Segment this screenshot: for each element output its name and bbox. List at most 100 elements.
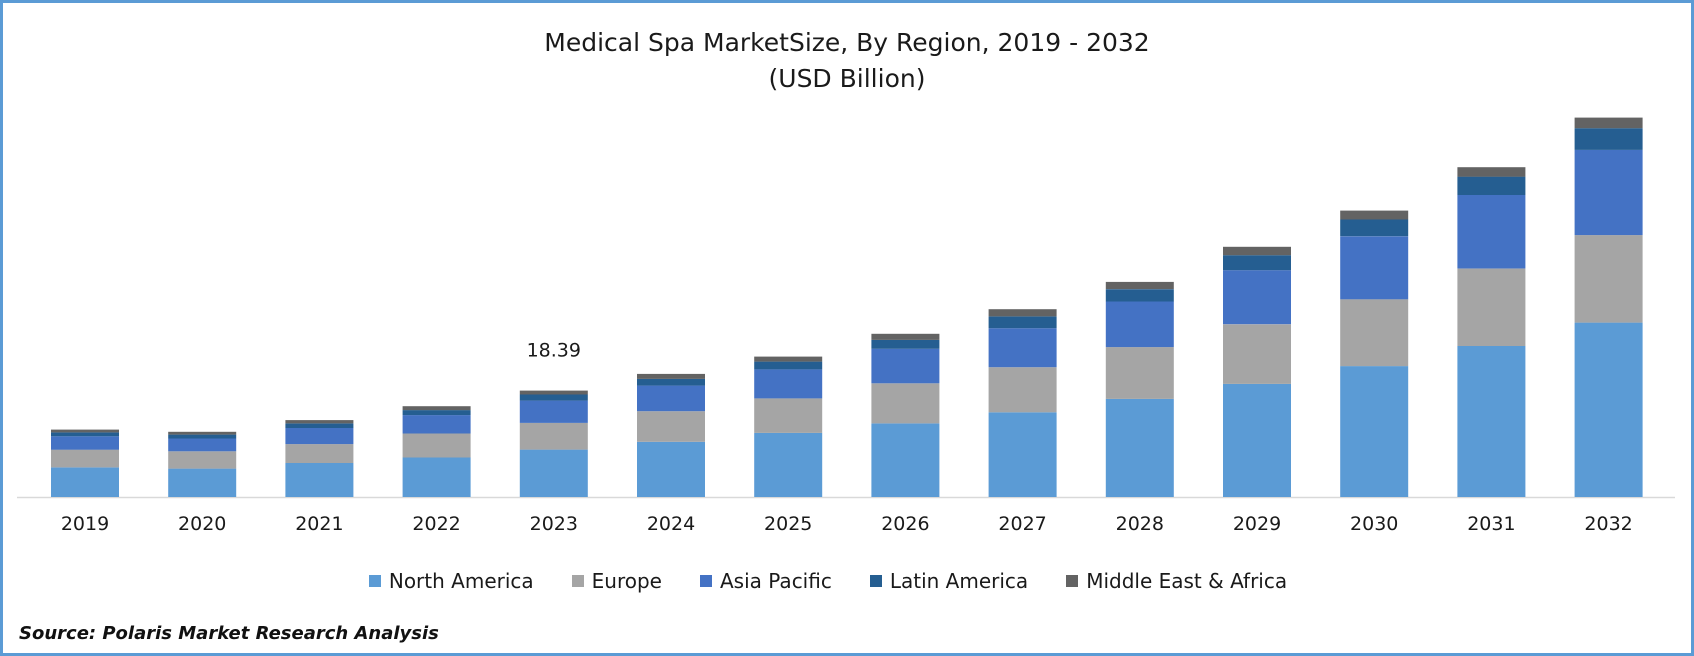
bar-segment-north-america-2032 bbox=[1574, 322, 1643, 497]
x-tick-label-2019: 2019 bbox=[61, 513, 109, 535]
bar-segment-middle-east-africa-2020 bbox=[168, 431, 237, 435]
x-tick-label-2029: 2029 bbox=[1233, 513, 1281, 535]
bar-segment-asia-pacific-2020 bbox=[168, 438, 237, 452]
bar-segment-asia-pacific-2031 bbox=[1457, 195, 1526, 269]
bar-segment-latin-america-2029 bbox=[1223, 255, 1291, 271]
bar-segment-asia-pacific-2021 bbox=[285, 427, 354, 445]
bar-segment-latin-america-2023 bbox=[519, 394, 588, 401]
bar-segment-middle-east-africa-2026 bbox=[871, 333, 940, 340]
bar-segment-asia-pacific-2022 bbox=[402, 415, 471, 434]
bar-segment-north-america-2022 bbox=[402, 457, 471, 497]
data-label-2023: 18.39 bbox=[527, 340, 581, 362]
bar-segment-middle-east-africa-2031 bbox=[1457, 167, 1526, 177]
bar-segment-north-america-2025 bbox=[754, 432, 823, 497]
bar-segment-middle-east-africa-2030 bbox=[1340, 210, 1409, 220]
bar-segment-europe-2030 bbox=[1340, 299, 1409, 367]
x-tick-label-2021: 2021 bbox=[295, 513, 343, 535]
bar-segment-latin-america-2019 bbox=[51, 432, 119, 437]
chart-subtitle: (USD Billion) bbox=[768, 64, 926, 93]
bar-segment-latin-america-2031 bbox=[1457, 176, 1526, 195]
bar-segment-europe-2032 bbox=[1574, 235, 1643, 323]
bar-segment-europe-2021 bbox=[285, 444, 354, 463]
bar-segment-europe-2026 bbox=[871, 383, 940, 424]
x-tick-label-2031: 2031 bbox=[1467, 513, 1515, 535]
bar-segment-asia-pacific-2019 bbox=[51, 436, 119, 450]
bar-segment-asia-pacific-2030 bbox=[1340, 236, 1409, 300]
bar-segment-europe-2022 bbox=[402, 433, 471, 458]
bar-segment-north-america-2028 bbox=[1105, 398, 1174, 497]
bar-segment-asia-pacific-2032 bbox=[1574, 149, 1643, 236]
x-tick-label-2028: 2028 bbox=[1116, 513, 1164, 535]
bar-segment-middle-east-africa-2022 bbox=[402, 406, 471, 411]
bar-segment-asia-pacific-2026 bbox=[871, 348, 940, 384]
bar-segment-north-america-2024 bbox=[637, 441, 705, 497]
bar-segment-middle-east-africa-2021 bbox=[285, 420, 354, 424]
legend-item-asia-pacific: Asia Pacific bbox=[700, 569, 832, 593]
legend: North America Europe Asia Pacific Latin Ame… bbox=[3, 569, 1691, 593]
bar-segment-asia-pacific-2025 bbox=[754, 369, 823, 399]
bar-segment-north-america-2027 bbox=[988, 412, 1057, 497]
bar-segment-middle-east-africa-2028 bbox=[1105, 281, 1174, 290]
bar-segment-latin-america-2025 bbox=[754, 361, 823, 370]
x-tick-label-2032: 2032 bbox=[1584, 513, 1632, 535]
bar-segment-latin-america-2030 bbox=[1340, 219, 1409, 237]
bar-segment-middle-east-africa-2023 bbox=[519, 390, 588, 395]
bar-segment-north-america-2031 bbox=[1457, 346, 1526, 497]
chart-title: Medical Spa MarketSize, By Region, 2019 … bbox=[544, 28, 1150, 57]
bar-segment-europe-2025 bbox=[754, 398, 823, 433]
bar-segment-north-america-2019 bbox=[51, 467, 119, 497]
bar-segment-latin-america-2021 bbox=[285, 423, 354, 428]
bar-segment-middle-east-africa-2027 bbox=[988, 309, 1057, 317]
legend-swatch bbox=[368, 575, 381, 587]
legend-item-middle-east-africa: Middle East & Africa bbox=[1066, 569, 1287, 593]
bar-segment-europe-2023 bbox=[519, 422, 588, 450]
bar-segment-asia-pacific-2023 bbox=[519, 400, 588, 423]
x-tick-label-2026: 2026 bbox=[881, 513, 929, 535]
plot-area: 2019 2020 2021 2022 2023 18.39 2024 2025 2026 202… bbox=[17, 117, 1675, 535]
legend-label: Middle East & Africa bbox=[1086, 569, 1288, 593]
bar-segment-latin-america-2022 bbox=[402, 410, 471, 416]
bar-segment-asia-pacific-2027 bbox=[988, 328, 1057, 368]
legend-item-north-america: North America bbox=[368, 569, 534, 593]
bar-segment-latin-america-2027 bbox=[988, 316, 1057, 329]
bar-segment-europe-2024 bbox=[637, 411, 705, 442]
x-tick-label-2020: 2020 bbox=[178, 513, 226, 535]
bar-segment-europe-2027 bbox=[988, 367, 1057, 413]
x-tick-label-2025: 2025 bbox=[764, 513, 812, 535]
bar-segment-north-america-2030 bbox=[1340, 366, 1409, 497]
legend-item-latin-america: Latin America bbox=[869, 569, 1029, 593]
bar-segment-latin-america-2032 bbox=[1574, 128, 1643, 150]
bar-segment-north-america-2021 bbox=[285, 463, 354, 497]
bar-segment-latin-america-2024 bbox=[637, 378, 705, 386]
legend-label: Asia Pacific bbox=[720, 569, 832, 593]
x-tick-label-2027: 2027 bbox=[998, 513, 1046, 535]
x-tick-label-2030: 2030 bbox=[1350, 513, 1398, 535]
bar-segment-europe-2031 bbox=[1457, 268, 1526, 346]
bar-segment-europe-2029 bbox=[1223, 324, 1291, 384]
bar-segment-latin-america-2026 bbox=[871, 339, 940, 349]
x-tick-label-2023: 2023 bbox=[530, 513, 578, 535]
legend-label: North America bbox=[388, 569, 534, 593]
legend-swatch bbox=[1066, 575, 1079, 587]
bar-segment-north-america-2026 bbox=[871, 423, 940, 497]
legend-swatch bbox=[869, 575, 882, 587]
bar-segment-north-america-2029 bbox=[1223, 383, 1291, 497]
legend-label: Latin America bbox=[889, 569, 1029, 593]
bar-segment-europe-2019 bbox=[51, 449, 119, 468]
bar-segment-middle-east-africa-2032 bbox=[1574, 117, 1643, 129]
x-tick-label-2022: 2022 bbox=[412, 513, 460, 535]
legend-swatch bbox=[571, 575, 584, 587]
bar-segment-asia-pacific-2029 bbox=[1223, 270, 1291, 325]
bar-segment-europe-2020 bbox=[168, 451, 237, 469]
bar-segment-middle-east-africa-2029 bbox=[1223, 246, 1291, 256]
legend-label: Europe bbox=[591, 569, 662, 593]
bar-segment-asia-pacific-2024 bbox=[637, 385, 705, 412]
bar-segment-europe-2028 bbox=[1105, 347, 1174, 399]
legend-swatch bbox=[700, 575, 712, 587]
bar-segment-middle-east-africa-2024 bbox=[637, 373, 705, 379]
legend-item-europe: Europe bbox=[571, 569, 662, 593]
bar-segment-latin-america-2028 bbox=[1105, 289, 1174, 302]
bar-segment-north-america-2020 bbox=[168, 468, 237, 497]
bar-segment-latin-america-2020 bbox=[168, 434, 237, 439]
